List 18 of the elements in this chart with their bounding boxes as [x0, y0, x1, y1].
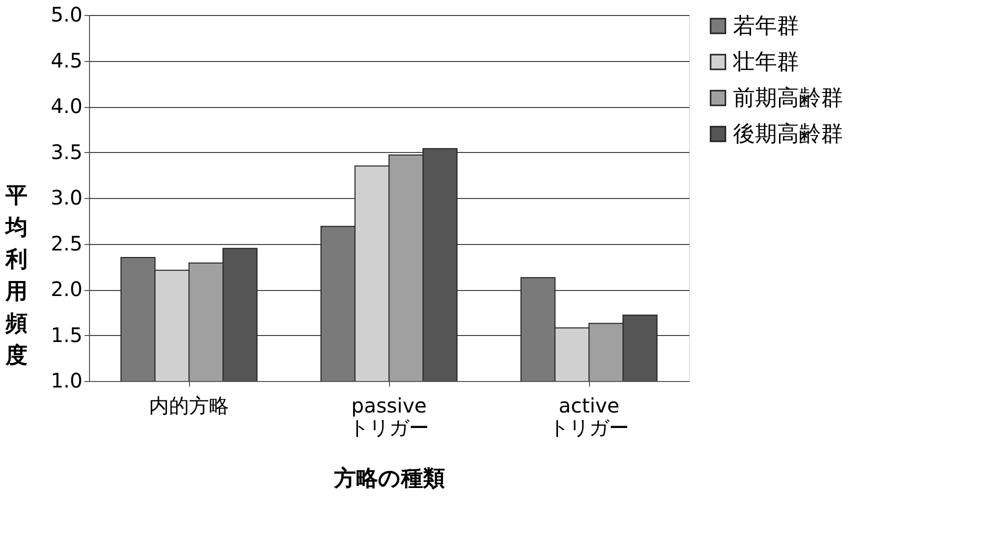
y-tick-label: 1.5: [50, 322, 82, 347]
legend-label: 若年群: [733, 14, 799, 39]
y-axis-title: 平均利用頻度: [4, 184, 28, 368]
y-tick-label: 3.5: [50, 140, 82, 164]
y-tick-label: 1.0: [50, 368, 82, 392]
y-tick-label: 2.0: [50, 277, 82, 301]
y-tick-label: 3.0: [50, 186, 82, 210]
legend-label: 壮年群: [732, 50, 799, 75]
x-tick-label: 内的方略: [149, 394, 229, 418]
y-tick-label: 2.5: [50, 231, 82, 256]
x-axis-title: 方略の種類: [333, 466, 445, 492]
legend-label: 後期高齢群: [733, 122, 843, 147]
x-tick-label: passive トリガー: [349, 394, 429, 440]
legend-label: 前期高齢群: [733, 86, 843, 111]
x-tick-label: active トリガー: [549, 394, 629, 440]
y-tick-label: 5.0: [50, 2, 82, 26]
y-tick-label: 4.0: [50, 94, 82, 118]
y-tick-label: 4.5: [50, 48, 82, 72]
